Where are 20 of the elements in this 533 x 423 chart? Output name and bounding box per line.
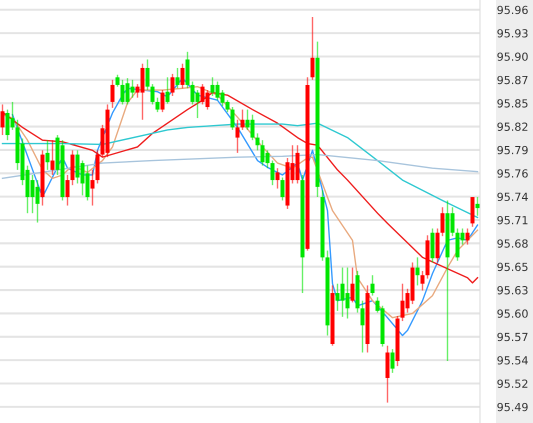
line-series [2,154,478,180]
y-tick-label: 95.54 [497,356,528,365]
y-tick-label: 95.76 [497,169,528,178]
y-tick-label: 95.57 [497,332,528,342]
y-tick-label: 95.87 [497,76,528,84]
y-tick-label: 95.82 [497,122,528,131]
y-tick-label: 95.93 [497,29,528,38]
y-tick-label: 95.74 [497,192,528,202]
y-tick-label: 95.60 [497,309,528,318]
y-tick-label: 95.85 [497,99,528,108]
y-tick-label: 95.71 [497,216,528,224]
line-series [2,122,478,218]
y-tick-label: 95.90 [497,52,528,61]
y-tick-label: 95.52 [497,379,528,388]
y-tick-label: 95.96 [497,6,528,14]
y-tick-label: 95.65 [497,262,528,272]
y-tick-label: 95.79 [497,146,528,154]
y-tick-label: 95.63 [497,286,528,294]
y-tick-label: 95.49 [497,402,528,412]
y-tick-label: 95.68 [497,239,528,248]
